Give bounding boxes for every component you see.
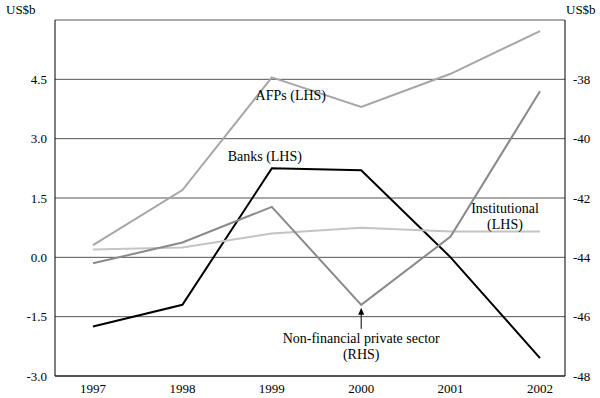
svg-text:-42: -42	[573, 191, 590, 206]
svg-text:-48: -48	[573, 369, 590, 384]
svg-text:2002: 2002	[527, 381, 553, 396]
svg-text:0.0: 0.0	[31, 250, 47, 265]
svg-text:(LHS): (LHS)	[487, 217, 523, 233]
svg-text:1998: 1998	[169, 381, 195, 396]
svg-text:Non-financial private sector: Non-financial private sector	[283, 331, 440, 346]
svg-text:-40: -40	[573, 131, 590, 146]
svg-text:4.5: 4.5	[31, 72, 47, 87]
svg-text:1999: 1999	[259, 381, 285, 396]
svg-text:(RHS): (RHS)	[343, 347, 380, 363]
svg-text:-3.0: -3.0	[26, 369, 47, 384]
svg-text:-44: -44	[573, 250, 591, 265]
html-text:US$b: US$b	[6, 2, 36, 17]
svg-text:1.5: 1.5	[31, 191, 47, 206]
svg-text:Institutional: Institutional	[471, 201, 539, 216]
svg-text:2001: 2001	[438, 381, 464, 396]
svg-text:Banks (LHS): Banks (LHS)	[228, 149, 303, 165]
html-text:US$b: US$b	[566, 2, 596, 17]
svg-text:AFPs (LHS): AFPs (LHS)	[256, 88, 327, 104]
svg-text:-1.5: -1.5	[26, 309, 47, 324]
svg-text:2000: 2000	[348, 381, 374, 396]
svg-text:3.0: 3.0	[31, 131, 47, 146]
svg-text:1997: 1997	[80, 381, 107, 396]
svg-text:-38: -38	[573, 72, 590, 87]
svg-text:-46: -46	[573, 309, 591, 324]
